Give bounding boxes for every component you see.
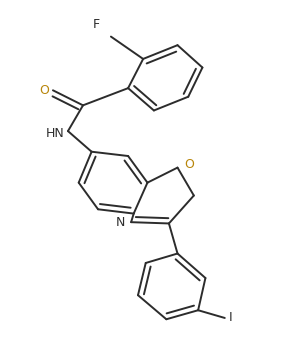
Text: HN: HN (46, 127, 65, 140)
Text: I: I (229, 312, 233, 325)
Text: F: F (93, 18, 100, 31)
Text: O: O (39, 84, 49, 97)
Text: O: O (184, 158, 194, 171)
Text: N: N (115, 216, 125, 229)
